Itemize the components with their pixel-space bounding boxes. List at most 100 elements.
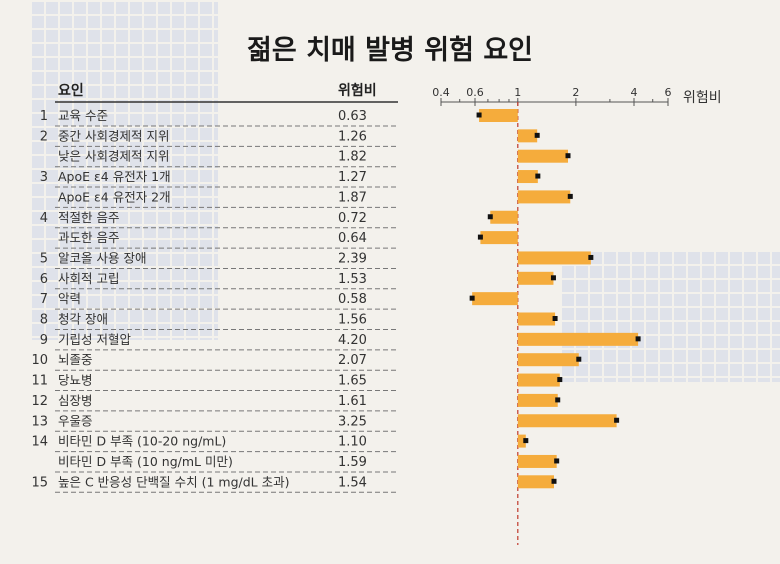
row-value: 2.07 [338,353,367,368]
bar [517,332,639,346]
row-number: 12 [31,394,48,409]
bar-marker [535,173,541,179]
row-value: 1.82 [338,150,367,165]
row-value: 0.58 [338,292,367,307]
row-label: 중간 사회경제적 지위 [58,128,169,143]
row-number: 7 [40,292,48,307]
row-number: 9 [40,333,48,348]
row-label: 적절한 음주 [58,210,119,225]
header-value: 위험비 [338,82,377,99]
background-grid-right [560,250,780,382]
bar-marker [565,153,571,159]
row-label: 알코올 사용 장애 [58,250,146,265]
bar-marker [588,254,594,260]
row-label: 당뇨병 [58,373,93,388]
bar [517,454,557,468]
bar [490,210,518,224]
bar [472,292,518,306]
bar [517,149,569,163]
row-value: 0.63 [338,109,367,124]
header-factor: 요인 [58,82,84,99]
x-tick-label: 2 [572,86,579,99]
row-number: 2 [40,129,48,144]
row-label: 기립성 저혈압 [58,332,131,347]
row-label: 뇌졸중 [58,352,93,367]
x-tick-label: 6 [665,86,672,99]
row-number: 13 [31,414,48,429]
row-label: 비타민 D 부족 (10 ng/mL 미만) [58,454,233,469]
row-value: 1.59 [338,455,367,470]
bar-marker [476,112,482,118]
bar [517,373,560,387]
bar [517,393,558,407]
bar-marker [635,336,641,342]
row-number: 5 [40,251,48,266]
row-label: 심장병 [58,393,93,408]
bar [517,251,591,265]
bar-marker [567,193,573,199]
row-value: 1.10 [338,435,367,450]
row-value: 1.53 [338,272,367,287]
row-number: 10 [31,353,48,368]
row-value: 1.54 [338,475,367,490]
bar [517,129,538,143]
bar [517,271,554,285]
row-label: 청각 장애 [58,312,108,327]
bar [517,190,571,204]
row-value: 1.26 [338,129,367,144]
x-tick-label: 0.4 [432,86,450,99]
x-tick-label: 1 [514,86,521,99]
bar-marker [576,356,582,362]
bar-marker [555,397,561,403]
bar [479,109,518,122]
row-value: 1.87 [338,190,367,205]
row-label: ApoE ε4 유전자 1개 [58,169,171,184]
x-tick-label: 0.6 [466,86,484,99]
row-value: 2.39 [338,251,367,266]
row-label: 사회적 고립 [58,271,119,286]
bar-marker [552,316,558,321]
row-label: 높은 C 반응성 단백질 수치 (1 mg/dL 초과) [58,474,289,489]
row-label: ApoE ε4 유전자 2개 [58,189,171,204]
row-value: 4.20 [338,333,367,348]
bar [480,231,518,245]
row-label: 낮은 사회경제적 지위 [58,149,169,164]
bar [517,312,556,326]
x-axis-label: 위험비 [683,90,722,106]
x-tick-label: 4 [631,86,638,99]
bar-marker [557,377,563,383]
row-label: 우울증 [58,413,93,428]
bar [517,434,526,448]
row-value: 1.27 [338,170,367,185]
chart-title: 젊은 치매 발병 위험 요인 [247,35,533,66]
bar-marker [477,234,483,240]
bar-marker [550,275,556,281]
row-number: 1 [40,109,48,124]
bar [517,414,617,428]
row-number: 6 [40,272,48,287]
row-value: 1.56 [338,313,367,328]
bar-marker [554,458,560,464]
bar [517,170,538,184]
bar-marker [523,438,529,444]
bar-marker [614,417,620,423]
row-number: 14 [31,435,48,450]
row-value: 0.72 [338,211,367,226]
row-value: 0.64 [338,231,367,246]
background-grid-left [30,0,218,340]
bar-marker [551,478,557,484]
row-value: 1.61 [338,394,367,409]
bar [517,353,579,367]
row-label: 과도한 음주 [58,230,119,245]
bar-marker [487,214,493,220]
bar-marker [534,132,540,138]
row-value: 1.65 [338,374,367,389]
row-number: 3 [40,170,48,185]
row-label: 악력 [58,291,81,306]
row-label: 비타민 D 부족 (10-20 ng/mL) [58,434,226,449]
row-number: 4 [40,211,48,226]
row-number: 8 [40,313,48,328]
row-label: 교육 수준 [58,108,108,123]
row-value: 3.25 [338,414,367,429]
